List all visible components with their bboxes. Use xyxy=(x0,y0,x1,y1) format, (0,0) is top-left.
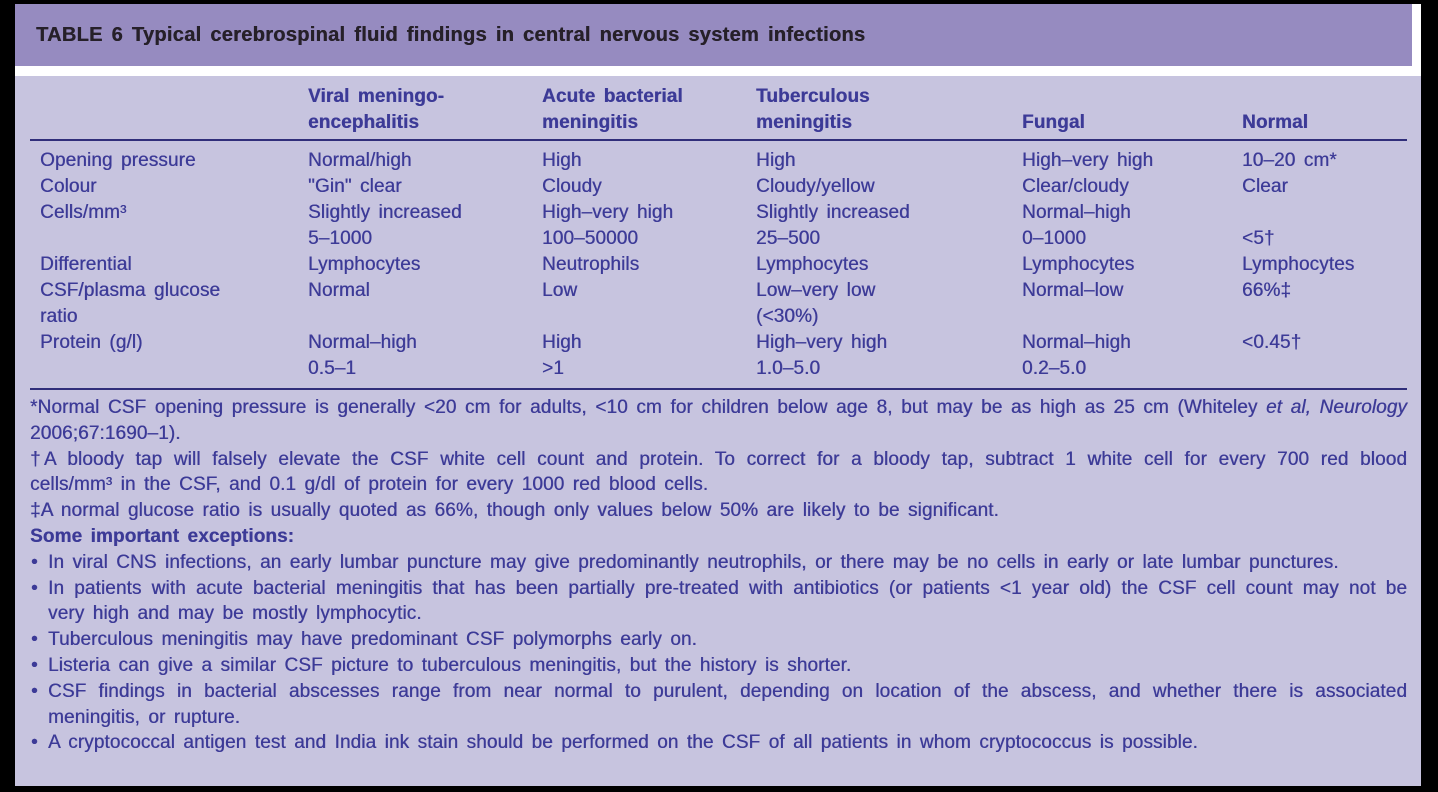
table-row-differential: Differential Lymphocytes Neutrophils Lym… xyxy=(40,252,1407,278)
row-label: Cells/mm³ xyxy=(40,202,127,223)
header-normal: Normal xyxy=(1242,84,1407,136)
cell: High–very high 1.0–5.0 xyxy=(756,332,888,379)
table-rows: Opening pressure Normal/high High High H… xyxy=(15,141,1421,382)
cell: High–very high xyxy=(1022,150,1154,171)
cell: Low xyxy=(542,280,578,301)
bullet-icon: • xyxy=(31,680,38,702)
cell: Normal–high 0.5–1 xyxy=(308,332,417,379)
cell: Lymphocytes xyxy=(308,254,421,275)
cell: Normal–high 0–1000 xyxy=(1022,202,1131,249)
row-label: CSF/plasma glucose ratio xyxy=(40,280,221,327)
table-row-opening-pressure: Opening pressure Normal/high High High H… xyxy=(40,148,1407,174)
cell: Cloudy xyxy=(542,176,602,197)
cell: Slightly increased 5–1000 xyxy=(308,202,462,249)
header-text: meningitis xyxy=(756,112,853,133)
table-row-colour: Colour "Gin" clear Cloudy Cloudy/yellow … xyxy=(40,174,1407,200)
exception-item: • CSF findings in bacterial abscesses ran… xyxy=(31,680,1407,728)
footnote-rule xyxy=(30,388,1407,390)
header-fungal: Fungal xyxy=(1022,84,1242,136)
header-viral-meningoencephalitis: Viral meningo- encephalitis xyxy=(308,84,542,136)
exceptions-heading: Some important exceptions: xyxy=(30,525,295,547)
cell: Normal xyxy=(308,280,370,301)
cell: Normal–low xyxy=(1022,280,1124,301)
cell: Low–very low (<30%) xyxy=(756,280,876,327)
table-row-cells-per-mm3: Cells/mm³ Slightly increased 5–1000 High… xyxy=(40,200,1407,252)
footnote-asterisk: *Normal CSF opening pressure is generall… xyxy=(30,397,1407,444)
cell: High xyxy=(542,150,582,171)
header-tuberculous-meningitis: Tuberculous meningitis xyxy=(756,84,1022,136)
table-row-protein: Protein (g/l) Normal–high 0.5–1 High >1 … xyxy=(40,330,1407,382)
cell: Normal/high xyxy=(308,150,412,171)
citation-italic: et al, Neurology xyxy=(1265,397,1407,418)
header-text: Normal xyxy=(1242,112,1309,133)
header-text: Viral meningo- xyxy=(308,86,445,107)
cell: Lymphocytes xyxy=(1242,254,1355,275)
exception-item: • Tuberculous meningitis may have predomi… xyxy=(30,627,1407,653)
header-text: encephalitis xyxy=(308,112,420,133)
header-rule xyxy=(30,139,1407,141)
row-label: Opening pressure xyxy=(40,150,196,171)
scanned-table-frame: TABLE 6 Typical cerebrospinal fluid find… xyxy=(15,4,1421,786)
bullet-icon: • xyxy=(31,654,38,676)
cell: Cloudy/yellow xyxy=(756,176,875,197)
table-row-csf-plasma-glucose-ratio: CSF/plasma glucose ratio Normal Low Low–… xyxy=(40,278,1407,330)
exception-item: • Listeria can give a similar CSF picture… xyxy=(30,653,1407,679)
cell: High–very high 100–50000 xyxy=(542,202,674,249)
bullet-icon: • xyxy=(31,732,38,754)
row-label: Protein (g/l) xyxy=(40,332,143,353)
exceptions-list: • In viral CNS infections, an early lumba… xyxy=(30,550,1407,756)
cell: 10–20 cm* xyxy=(1242,150,1337,171)
cell: Lymphocytes xyxy=(756,254,869,275)
row-label: Differential xyxy=(40,254,132,275)
header-text: meningitis xyxy=(542,112,639,133)
table-title-bar: TABLE 6 Typical cerebrospinal fluid find… xyxy=(15,4,1412,66)
table-body-panel: Viral meningo- encephalitis Acute bacter… xyxy=(15,76,1421,786)
bullet-icon: • xyxy=(31,577,38,599)
exception-item: • In patients with acute bacterial mening… xyxy=(31,577,1407,625)
cell: 66%‡ xyxy=(1242,280,1291,301)
bullet-icon: • xyxy=(31,551,38,573)
table-header-row: Viral meningo- encephalitis Acute bacter… xyxy=(15,76,1421,136)
title-separator xyxy=(15,66,1421,76)
table-title: TABLE 6 Typical cerebrospinal fluid find… xyxy=(36,23,866,46)
exception-item: • A cryptococcal antigen test and India i… xyxy=(30,730,1407,756)
cell: Lymphocytes xyxy=(1022,254,1135,275)
cell: High >1 xyxy=(542,332,582,379)
footnotes: *Normal CSF opening pressure is generall… xyxy=(15,390,1421,756)
cell: Neutrophils xyxy=(542,254,640,275)
header-text: Fungal xyxy=(1022,112,1085,133)
header-empty-cell xyxy=(40,84,308,136)
header-text: Tuberculous xyxy=(756,86,870,107)
cell: High xyxy=(756,150,796,171)
cell: <5† xyxy=(1242,228,1275,249)
bullet-icon: • xyxy=(31,629,38,651)
cell: Clear xyxy=(1242,176,1288,197)
cell: "Gin" clear xyxy=(308,176,402,197)
row-label: Colour xyxy=(40,176,97,197)
footnote-dagger: †A bloody tap will falsely elevate the C… xyxy=(30,448,1407,496)
cell: Clear/cloudy xyxy=(1022,176,1129,197)
header-acute-bacterial-meningitis: Acute bacterial meningitis xyxy=(542,84,756,136)
exception-item: • In viral CNS infections, an early lumba… xyxy=(30,550,1407,576)
header-text: Acute bacterial xyxy=(542,86,683,107)
cell: Slightly increased 25–500 xyxy=(756,202,910,249)
cell: <0.45† xyxy=(1242,332,1302,353)
cell: Normal–high 0.2–5.0 xyxy=(1022,332,1131,379)
footnote-double-dagger: ‡A normal glucose ratio is usually quote… xyxy=(30,500,999,522)
